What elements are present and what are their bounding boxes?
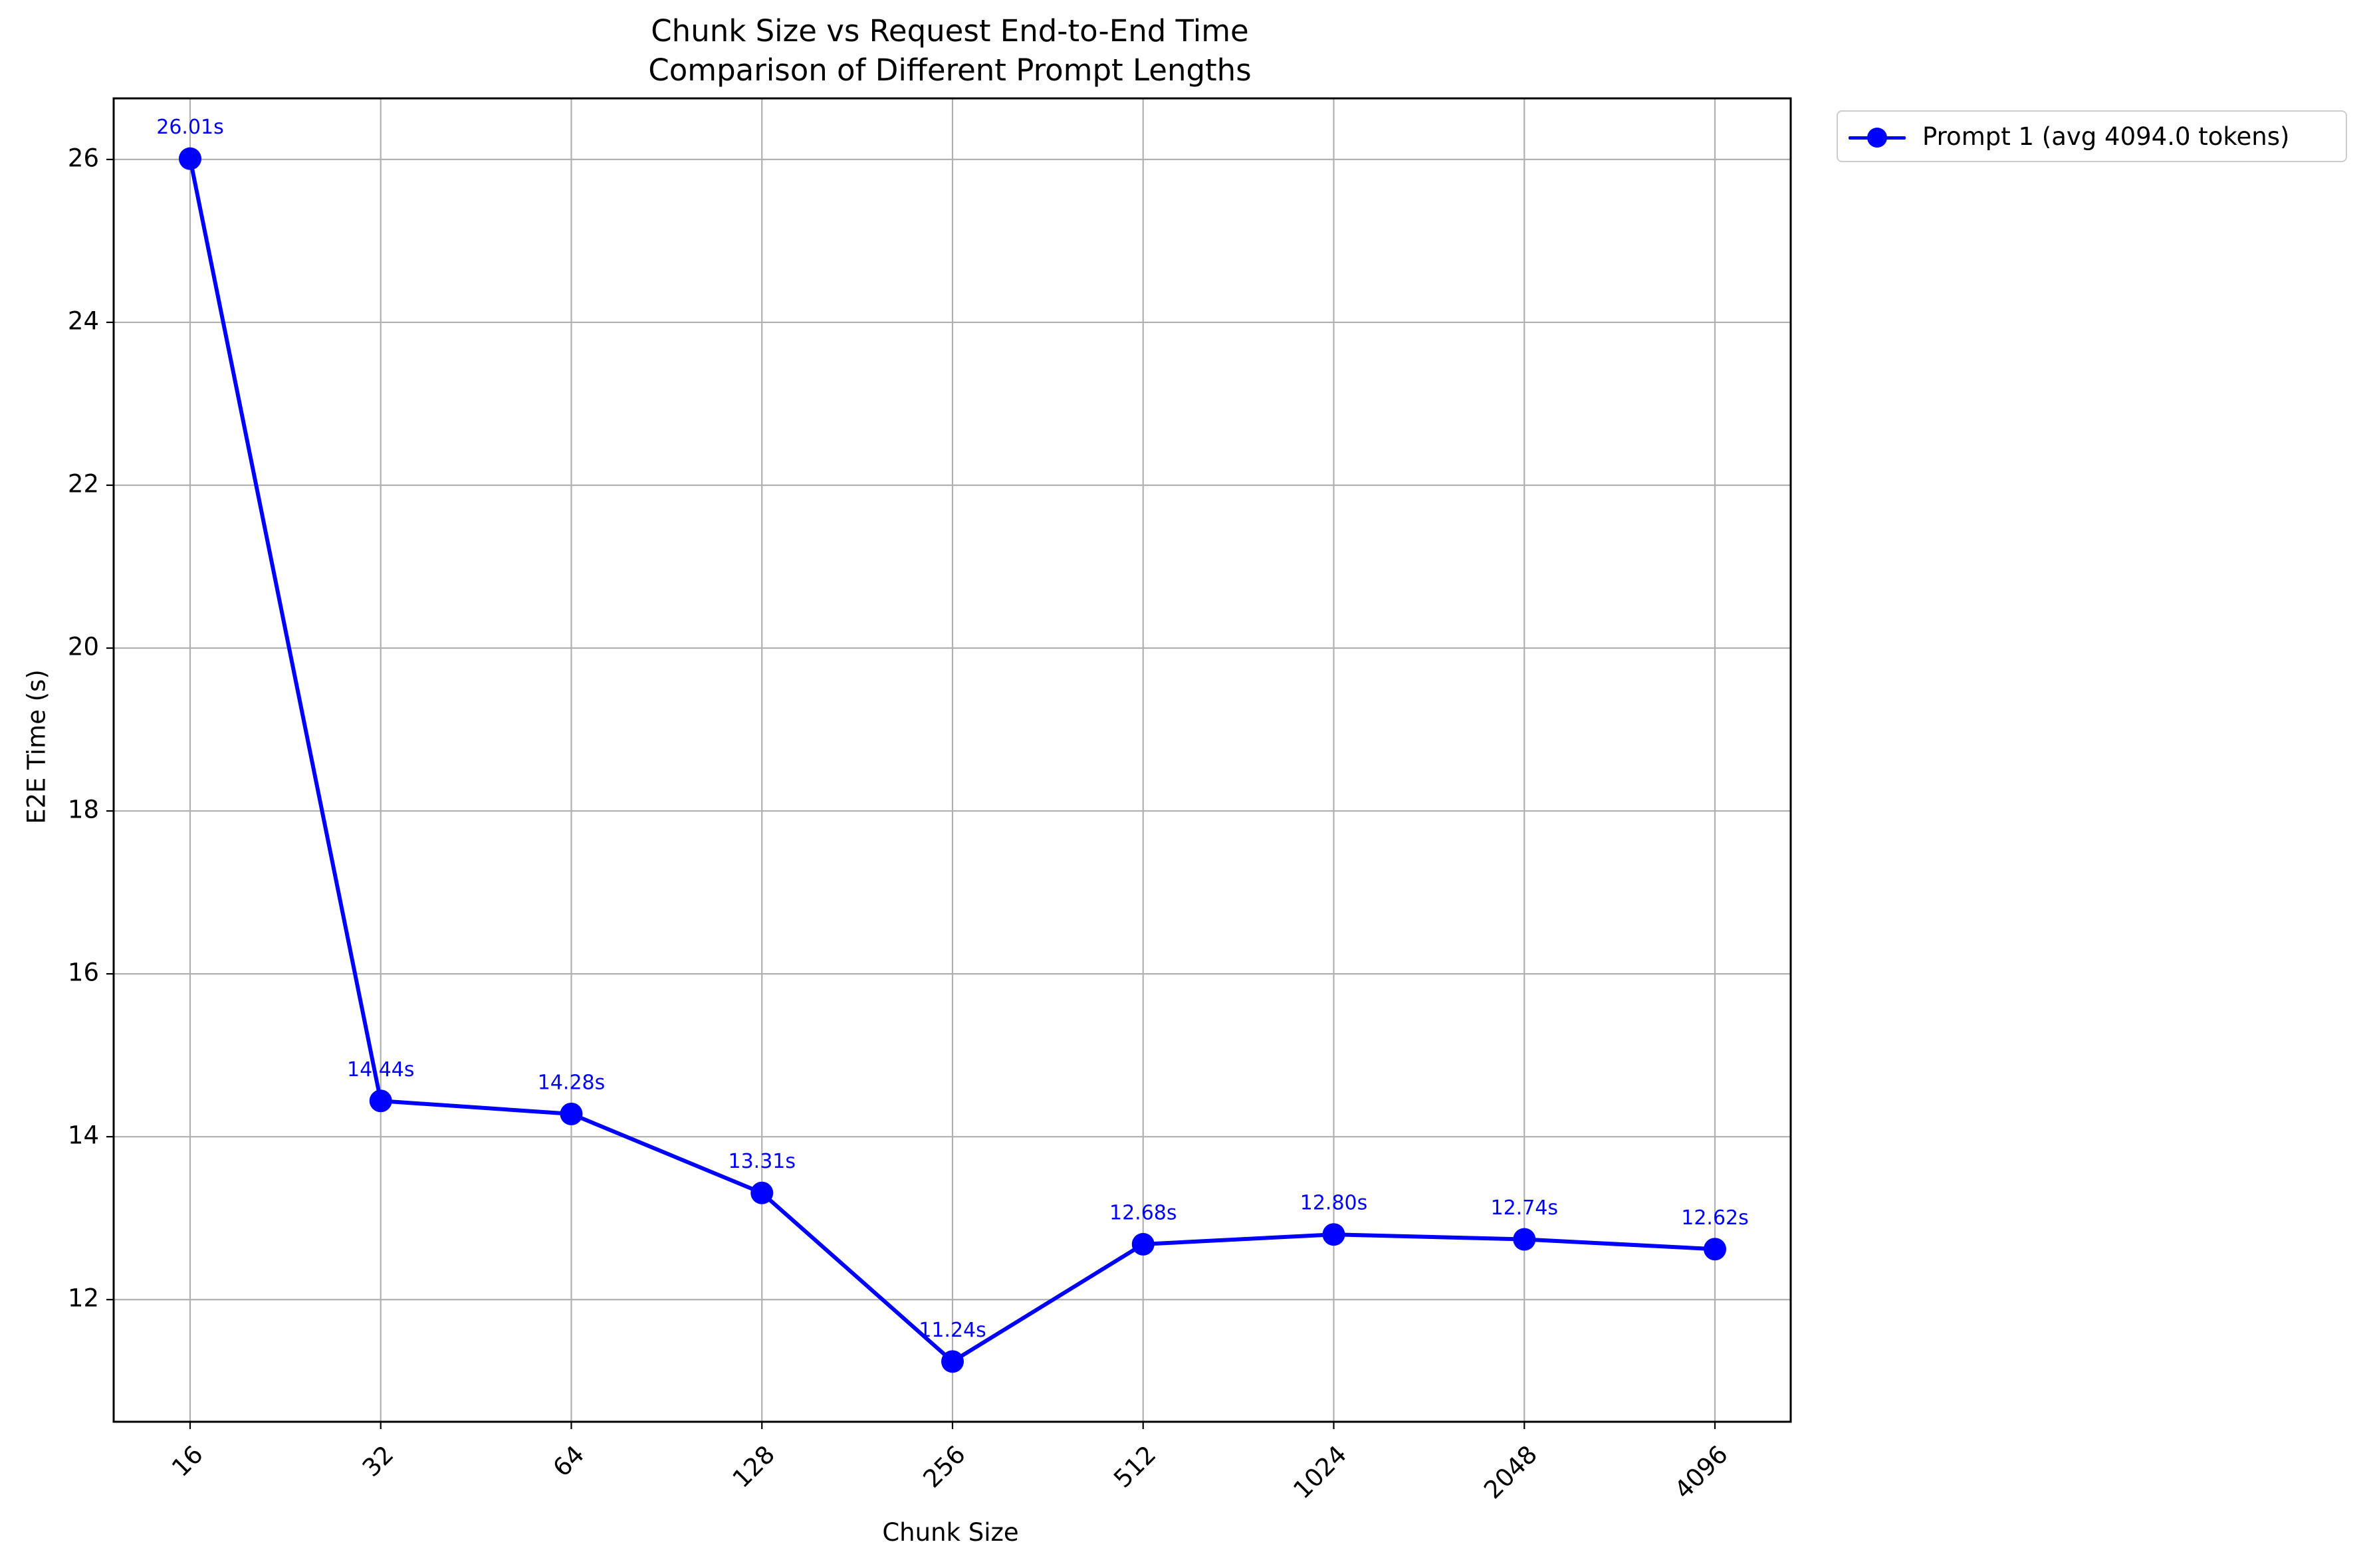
- data-point: [750, 1181, 774, 1204]
- data-label: 12.68s: [1109, 1201, 1177, 1224]
- data-point: [1513, 1228, 1536, 1251]
- legend: Prompt 1 (avg 4094.0 tokens): [1837, 110, 2347, 162]
- data-label: 12.74s: [1490, 1196, 1558, 1220]
- data-point: [560, 1102, 583, 1125]
- x-tick-label: 1024: [1288, 1440, 1352, 1504]
- data-point: [369, 1089, 392, 1113]
- x-tick-label: 256: [917, 1440, 970, 1493]
- chart-subtitle: Comparison of Different Prompt Lengths: [648, 53, 1252, 88]
- y-tick-label: 26: [68, 144, 99, 172]
- x-tick-label: 128: [727, 1440, 780, 1493]
- data-point: [179, 147, 201, 170]
- legend-label: Prompt 1 (avg 4094.0 tokens): [1922, 122, 2290, 151]
- data-point: [1322, 1223, 1345, 1246]
- x-tick-label: 64: [548, 1440, 590, 1482]
- y-tick-label: 24: [68, 306, 99, 335]
- series-layer: 26.01s 14.44s 14.28s 13.31s 11.24s 12.68s 12.8…: [156, 116, 1749, 1373]
- y-tick-label: 16: [68, 958, 99, 987]
- data-point: [941, 1350, 964, 1373]
- x-tick-label: 512: [1108, 1440, 1161, 1493]
- data-point: [1131, 1232, 1155, 1256]
- x-tick-label: 32: [357, 1440, 399, 1482]
- y-tick-label: 22: [68, 469, 99, 498]
- y-axis-label: E2E Time (s): [22, 669, 51, 824]
- y-tick-label: 20: [68, 633, 99, 661]
- data-label: 26.01s: [156, 116, 224, 139]
- legend-marker-swatch: [1867, 128, 1887, 148]
- data-label: 14.28s: [538, 1071, 606, 1094]
- x-tick-label: 4096: [1669, 1440, 1734, 1504]
- y-tick-label: 14: [68, 1121, 99, 1150]
- y-tick-label: 12: [68, 1284, 99, 1313]
- x-axis-label: Chunk Size: [882, 1518, 1019, 1547]
- data-label: 12.80s: [1300, 1192, 1368, 1215]
- data-label: 11.24s: [919, 1319, 986, 1342]
- data-label: 12.62s: [1681, 1206, 1749, 1230]
- axis-ticks: 16 32 64 128 256 512 1024 2048 4096 12 14 16 18 20 22 2…: [68, 144, 1734, 1504]
- x-tick-label: 2048: [1478, 1440, 1543, 1504]
- chart-title: Chunk Size vs Request End-to-End Time: [651, 13, 1249, 49]
- grid-lines: [114, 98, 1791, 1422]
- data-label: 14.44s: [347, 1058, 415, 1081]
- data-point: [1704, 1238, 1726, 1261]
- x-tick-label: 16: [166, 1440, 209, 1482]
- y-tick-label: 18: [68, 796, 99, 824]
- data-label: 13.31s: [728, 1150, 796, 1173]
